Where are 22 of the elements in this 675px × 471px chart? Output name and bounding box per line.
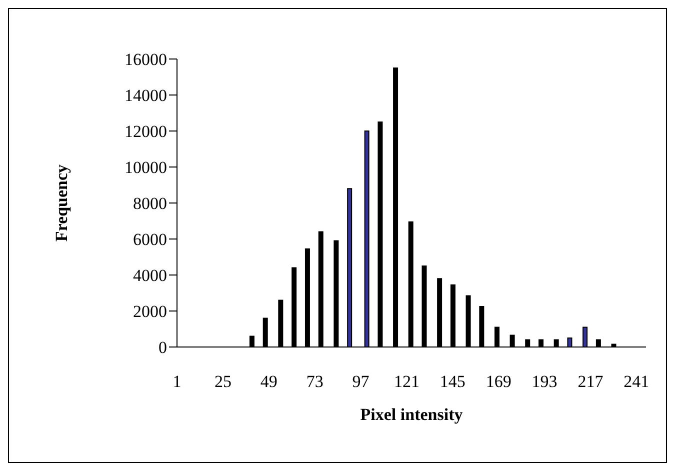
y-tick-label: 14000 — [124, 86, 167, 106]
x-tick-label: 241 — [624, 372, 650, 392]
x-tick-label: 97 — [352, 372, 370, 392]
y-tick-label: 6000 — [133, 230, 167, 250]
x-axis-title: Pixel intensity — [360, 405, 464, 424]
x-tick-label: 121 — [394, 372, 420, 392]
y-tick-label: 8000 — [133, 194, 167, 214]
y-tick-label: 12000 — [124, 122, 167, 142]
y-axis-title: Frequency — [52, 164, 72, 242]
x-tick-label: 49 — [260, 372, 278, 392]
y-tick-label: 4000 — [133, 266, 167, 286]
y-tick-label: 0 — [158, 338, 167, 358]
x-tick-label: 193 — [532, 372, 558, 392]
x-tick-label: 169 — [486, 372, 512, 392]
x-tick-label: 1 — [172, 372, 182, 392]
x-tick-label: 145 — [440, 372, 466, 392]
y-tick-label: 2000 — [133, 302, 167, 322]
x-tick-label: 73 — [306, 372, 324, 392]
x-tick-label: 217 — [578, 372, 604, 392]
x-tick-label: 25 — [214, 372, 232, 392]
y-tick-label: 16000 — [124, 50, 167, 70]
y-tick-label: 10000 — [124, 158, 167, 178]
